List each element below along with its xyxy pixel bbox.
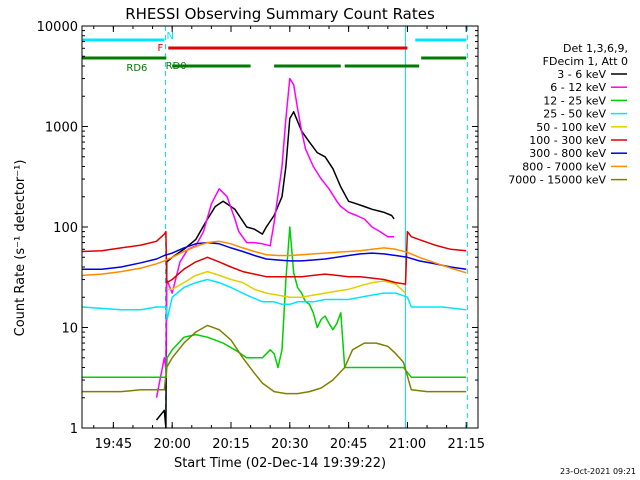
legend-label-3: 25 - 50 keV [543,108,606,121]
series-line-4 [166,270,407,298]
x-tick-label-4: 20:45 [330,437,367,452]
x-tick-label-6: 21:15 [448,437,485,452]
y-tick-label-2: 100 [53,221,78,236]
legend-header-det: Det 1,3,6,9, [563,42,628,55]
x-tick-label-5: 21:00 [389,437,426,452]
x-tick-label-0: 19:45 [95,437,132,452]
x-axis-label: Start Time (02-Dec-14 19:39:22) [174,456,386,471]
series-line-8 [82,324,467,395]
x-tick-label-2: 20:15 [212,437,249,452]
flag-label-f: F [158,43,164,54]
legend-header-fdecim: FDecim 1, Att 0 [543,55,628,68]
series-line-5 [81,230,467,285]
y-axis-label: Count Rate (s⁻¹ detector⁻¹) [13,160,28,337]
flag-label-n: N [166,31,173,42]
series-line-2 [82,226,467,378]
y-tick-label-4: 10000 [37,20,78,35]
legend-label-1: 6 - 12 keV [550,81,606,94]
legend-label-2: 12 - 25 keV [543,94,606,107]
series-line-3 [81,278,467,321]
y-tick-label-0: 1 [70,422,78,437]
legend-label-7: 800 - 7000 keV [522,160,606,173]
chart-title: RHESSI Observing Summary Count Rates [125,5,435,23]
plot-timestamp: 23-Oct-2021 09:21 [560,467,636,476]
legend-label-8: 7000 - 15000 keV [508,174,606,187]
y-tick-label-1: 10 [61,322,78,337]
series-line-7 [81,240,467,277]
y-tick-label-3: 1000 [45,121,78,136]
legend-label-4: 50 - 100 keV [536,121,606,134]
legend-label-0: 3 - 6 keV [557,68,606,81]
x-tick-label-1: 20:00 [153,437,190,452]
x-tick-label-3: 20:30 [271,437,308,452]
flag-label-rd6: RD6 [126,63,147,74]
legend-label-5: 100 - 300 keV [529,134,606,147]
series-line-6 [82,241,467,270]
legend-label-6: 300 - 800 keV [529,147,606,160]
